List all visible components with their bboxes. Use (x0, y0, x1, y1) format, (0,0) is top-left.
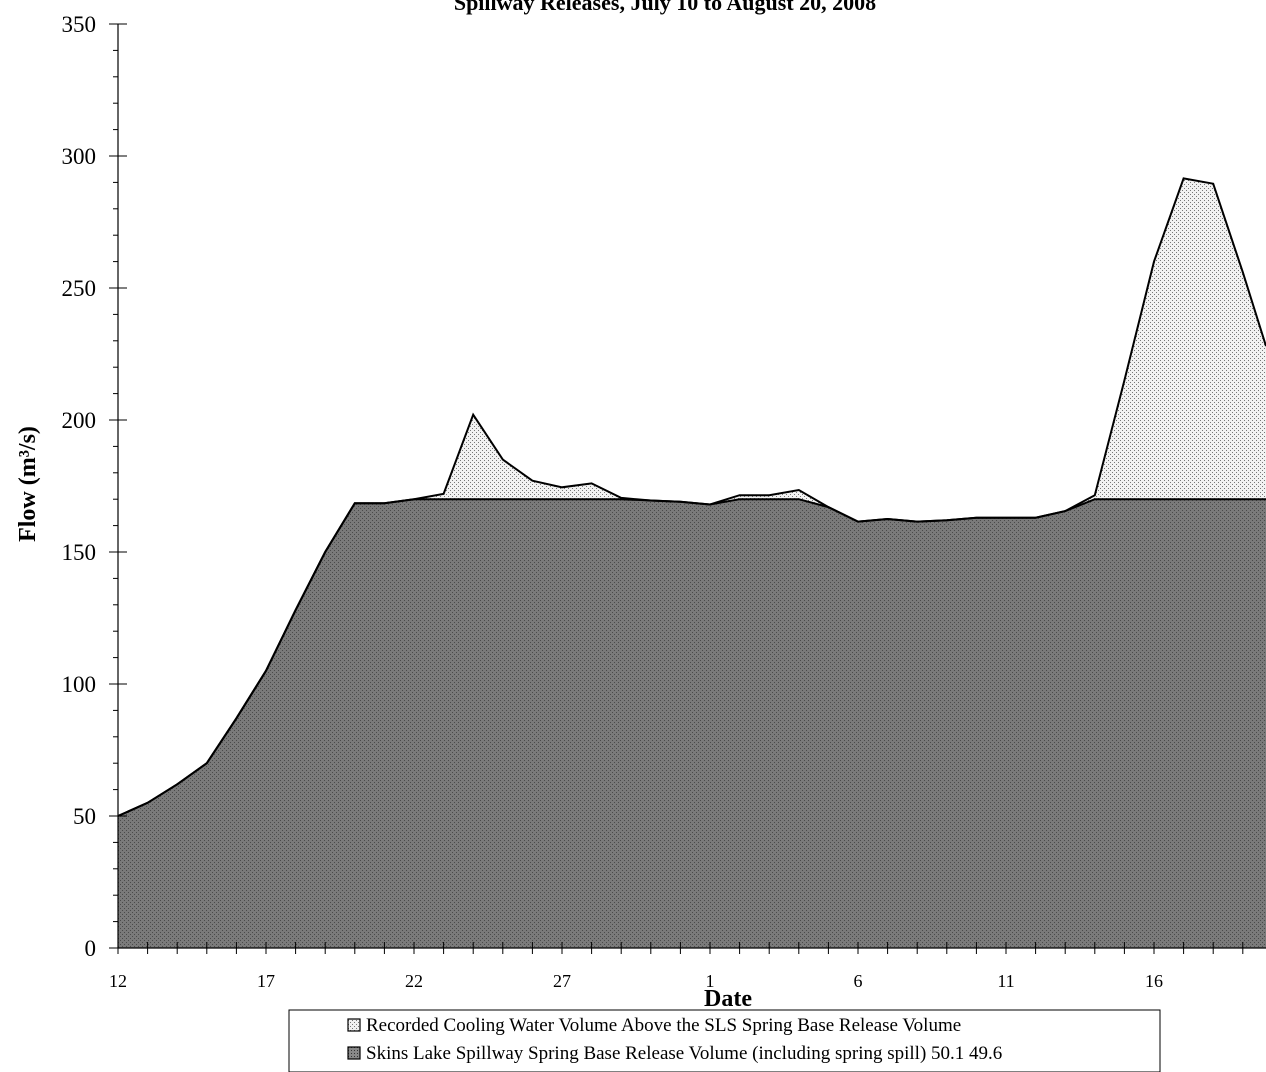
x-tick-label: 6 (854, 971, 863, 991)
x-tick-label: 22 (405, 971, 423, 991)
y-tick-label: 350 (62, 12, 97, 37)
chart-title: Spillway Releases, July 10 to August 20,… (454, 0, 876, 15)
legend-label-base: Skins Lake Spillway Spring Base Release … (366, 1043, 1002, 1064)
legend-swatch-base (347, 1046, 361, 1060)
y-tick-label: 100 (62, 672, 97, 697)
x-tick-label: 17 (257, 971, 275, 991)
plot-area (117, 177, 1266, 948)
y-axis-label: Flow (m³/s) (15, 426, 41, 542)
x-tick-label: 1 (706, 971, 715, 991)
legend-swatch-cooling (347, 1018, 361, 1032)
legend-label-cooling: Recorded Cooling Water Volume Above the … (366, 1015, 961, 1036)
y-axis: 0 50 100 150 200 250 300 350 (62, 12, 127, 961)
x-tick-label: 16 (1145, 971, 1163, 991)
y-tick-label: 250 (62, 276, 97, 301)
legend-box (288, 1009, 1161, 1072)
y-tick-label: 300 (62, 144, 97, 169)
x-tick-label: 12 (109, 971, 127, 991)
area-base-release (118, 499, 1266, 948)
x-tick-label: 27 (553, 971, 571, 991)
x-axis: 12 17 22 27 1 6 11 16 (109, 942, 1266, 991)
x-tick-label: 11 (997, 971, 1014, 991)
y-tick-label: 200 (62, 408, 97, 433)
x-axis-label: Date (704, 986, 752, 1012)
line-total-flow (117, 177, 1266, 817)
y-tick-label: 150 (62, 540, 97, 565)
y-tick-label: 0 (85, 936, 97, 961)
legend: Recorded Cooling Water Volume Above the … (288, 1009, 1161, 1072)
y-tick-label: 50 (73, 804, 96, 829)
